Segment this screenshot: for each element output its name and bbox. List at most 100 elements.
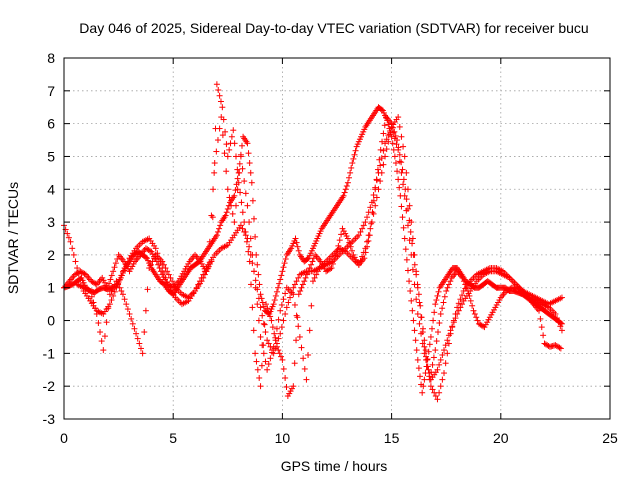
- data-point: [298, 284, 305, 291]
- data-point: [436, 320, 443, 327]
- data-point: [271, 330, 278, 337]
- data-point: [380, 161, 387, 168]
- data-point: [432, 301, 439, 308]
- data-point: [447, 330, 454, 337]
- data-point: [121, 296, 128, 303]
- data-point: [435, 288, 442, 295]
- data-point: [414, 356, 421, 363]
- data-point: [272, 292, 279, 299]
- data-point: [208, 258, 215, 265]
- data-point: [255, 295, 262, 302]
- y-tick-label: -1: [43, 345, 56, 361]
- data-point: [164, 268, 171, 275]
- data-point: [459, 292, 466, 299]
- data-point: [347, 169, 354, 176]
- x-tick-label: 15: [384, 430, 400, 446]
- data-point: [429, 325, 436, 332]
- data-point: [335, 242, 342, 249]
- data-point: [277, 276, 284, 283]
- data-point: [557, 323, 564, 330]
- data-point: [415, 365, 422, 372]
- data-point: [450, 317, 457, 324]
- data-point: [334, 248, 340, 255]
- data-point: [344, 179, 351, 186]
- data-point: [253, 358, 260, 365]
- data-point: [95, 320, 102, 327]
- data-point: [431, 309, 438, 316]
- data-point: [474, 317, 481, 324]
- data-point: [139, 350, 146, 357]
- data-point: [376, 156, 383, 163]
- data-point: [111, 288, 118, 295]
- data-point: [395, 114, 402, 121]
- data-point: [223, 168, 230, 175]
- data-point: [278, 353, 285, 360]
- data-point: [558, 294, 565, 301]
- data-point: [428, 369, 435, 376]
- data-point: [442, 342, 449, 349]
- data-point: [372, 202, 379, 209]
- data-point: [290, 284, 297, 291]
- data-point: [430, 317, 437, 324]
- data-point: [273, 288, 280, 295]
- data-point: [249, 251, 256, 258]
- data-point: [421, 376, 428, 383]
- data-point: [265, 361, 272, 368]
- data-point: [439, 305, 446, 312]
- data-point: [370, 197, 377, 204]
- data-point: [437, 356, 444, 363]
- y-tick-label: 5: [47, 148, 55, 164]
- data-point: [116, 276, 123, 283]
- data-point: [440, 299, 447, 306]
- data-point: [378, 106, 385, 113]
- data-point: [373, 176, 380, 183]
- data-point: [410, 317, 417, 324]
- data-point: [366, 232, 373, 239]
- data-point: [214, 228, 221, 235]
- data-point: [457, 296, 464, 303]
- data-point: [401, 235, 408, 242]
- data-point: [419, 340, 426, 347]
- data-point: [126, 310, 133, 317]
- data-point: [106, 291, 113, 298]
- data-point: [296, 333, 303, 340]
- data-point: [279, 356, 286, 363]
- data-point: [260, 320, 267, 327]
- data-point: [331, 256, 338, 263]
- data-point: [436, 361, 443, 368]
- data-point: [106, 301, 113, 308]
- data-point: [416, 299, 423, 306]
- data-point: [224, 205, 231, 212]
- data-point: [282, 310, 289, 317]
- data-point: [416, 320, 423, 327]
- data-point: [264, 337, 271, 344]
- data-point: [412, 337, 419, 344]
- data-point: [255, 317, 262, 324]
- data-point: [400, 143, 407, 150]
- data-point: [406, 278, 413, 285]
- data-point: [418, 314, 425, 321]
- data-point: [156, 265, 163, 272]
- data-point: [444, 284, 451, 291]
- data-point: [247, 169, 254, 176]
- data-point: [401, 153, 408, 160]
- data-point: [169, 278, 176, 285]
- y-tick-label: 1: [47, 280, 55, 296]
- data-point: [437, 383, 444, 390]
- data-point: [261, 321, 268, 328]
- data-point: [111, 264, 118, 271]
- data-point: [399, 214, 406, 221]
- data-point: [403, 256, 410, 263]
- data-point: [411, 261, 418, 268]
- data-point: [247, 235, 254, 242]
- data-point: [228, 133, 235, 140]
- y-tick-label: 8: [47, 50, 55, 66]
- data-point: [554, 315, 561, 322]
- data-point: [403, 196, 410, 203]
- data-point: [406, 202, 413, 209]
- data-point: [404, 267, 411, 274]
- data-point: [454, 304, 461, 311]
- data-point: [224, 153, 231, 160]
- data-point: [343, 182, 350, 189]
- data-point: [394, 168, 401, 175]
